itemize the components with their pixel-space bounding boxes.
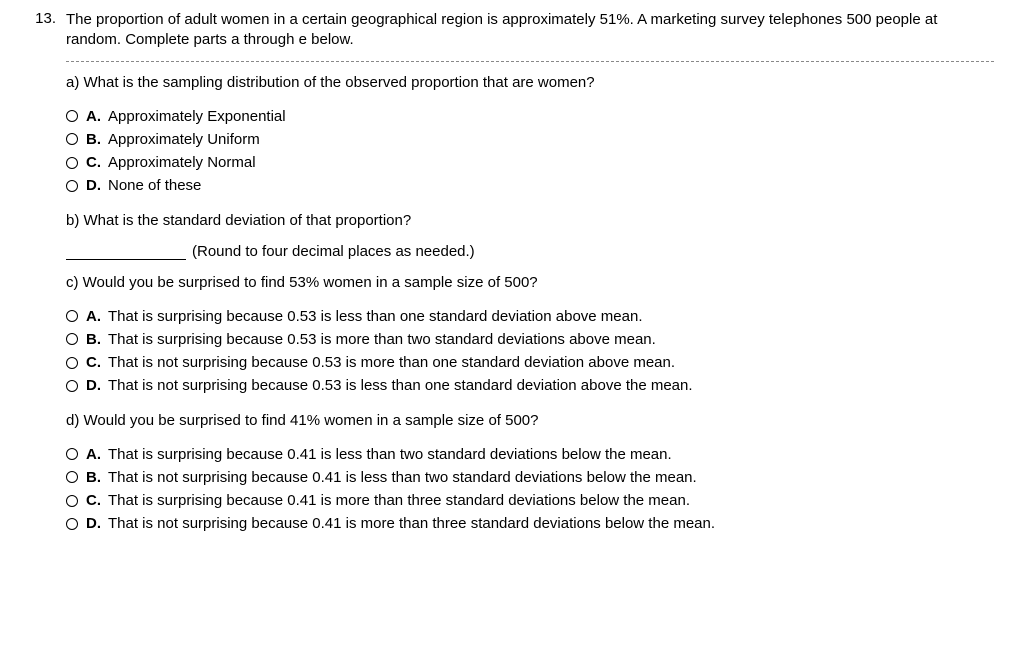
option-letter: B.: [86, 328, 108, 351]
option-letter: D.: [86, 374, 108, 397]
option-letter: C.: [86, 489, 108, 512]
part-a-option-c[interactable]: C. Approximately Normal: [66, 151, 994, 174]
radio-icon: [66, 180, 78, 192]
part-b-answer-row: (Round to four decimal places as needed.…: [66, 243, 994, 260]
part-d-option-c[interactable]: C. That is surprising because 0.41 is mo…: [66, 489, 994, 512]
radio-icon: [66, 333, 78, 345]
option-text: That is surprising because 0.41 is less …: [108, 443, 994, 466]
part-c-option-b[interactable]: B. That is surprising because 0.53 is mo…: [66, 328, 994, 351]
part-c-prompt: c) Would you be surprised to find 53% wo…: [66, 274, 994, 291]
option-text: Approximately Uniform: [108, 128, 994, 151]
radio-icon: [66, 157, 78, 169]
part-a-options: A. Approximately Exponential B. Approxim…: [66, 105, 994, 198]
part-a-option-a[interactable]: A. Approximately Exponential: [66, 105, 994, 128]
question-body: a) What is the sampling distribution of …: [66, 74, 994, 536]
option-letter: A.: [86, 305, 108, 328]
radio-icon: [66, 448, 78, 460]
part-a-option-b[interactable]: B. Approximately Uniform: [66, 128, 994, 151]
option-text: That is not surprising because 0.53 is m…: [108, 351, 994, 374]
part-d-prompt: d) Would you be surprised to find 41% wo…: [66, 412, 994, 429]
option-letter: A.: [86, 105, 108, 128]
radio-icon: [66, 518, 78, 530]
part-c-options: A. That is surprising because 0.53 is le…: [66, 305, 994, 398]
option-letter: B.: [86, 128, 108, 151]
part-d-options: A. That is surprising because 0.41 is le…: [66, 443, 994, 536]
option-text: That is surprising because 0.53 is less …: [108, 305, 994, 328]
radio-icon: [66, 495, 78, 507]
radio-icon: [66, 110, 78, 122]
option-letter: D.: [86, 512, 108, 535]
answer-blank[interactable]: [66, 243, 186, 260]
question-stem: The proportion of adult women in a certa…: [66, 10, 994, 51]
part-a-prompt: a) What is the sampling distribution of …: [66, 74, 994, 91]
option-text: Approximately Normal: [108, 151, 994, 174]
part-c-option-c[interactable]: C. That is not surprising because 0.53 i…: [66, 351, 994, 374]
question-page: 13. The proportion of adult women in a c…: [0, 0, 1024, 546]
part-d-option-a[interactable]: A. That is surprising because 0.41 is le…: [66, 443, 994, 466]
option-letter: B.: [86, 466, 108, 489]
option-text: That is surprising because 0.53 is more …: [108, 328, 994, 351]
option-text: That is not surprising because 0.41 is m…: [108, 512, 994, 535]
rounding-hint: (Round to four decimal places as needed.…: [192, 243, 475, 260]
radio-icon: [66, 357, 78, 369]
part-b-prompt: b) What is the standard deviation of tha…: [66, 212, 994, 229]
question-number: 13.: [20, 10, 66, 27]
option-text: None of these: [108, 174, 994, 197]
option-text: That is not surprising because 0.41 is l…: [108, 466, 994, 489]
option-letter: D.: [86, 174, 108, 197]
option-letter: C.: [86, 351, 108, 374]
part-a-option-d[interactable]: D. None of these: [66, 174, 994, 197]
radio-icon: [66, 471, 78, 483]
radio-icon: [66, 310, 78, 322]
option-text: That is surprising because 0.41 is more …: [108, 489, 994, 512]
part-d-option-b[interactable]: B. That is not surprising because 0.41 i…: [66, 466, 994, 489]
separator: [66, 61, 994, 62]
option-letter: C.: [86, 151, 108, 174]
part-d-option-d[interactable]: D. That is not surprising because 0.41 i…: [66, 512, 994, 535]
option-text: That is not surprising because 0.53 is l…: [108, 374, 994, 397]
option-letter: A.: [86, 443, 108, 466]
question-header: 13. The proportion of adult women in a c…: [20, 10, 994, 51]
part-c-option-d[interactable]: D. That is not surprising because 0.53 i…: [66, 374, 994, 397]
radio-icon: [66, 380, 78, 392]
option-text: Approximately Exponential: [108, 105, 994, 128]
part-c-option-a[interactable]: A. That is surprising because 0.53 is le…: [66, 305, 994, 328]
radio-icon: [66, 133, 78, 145]
